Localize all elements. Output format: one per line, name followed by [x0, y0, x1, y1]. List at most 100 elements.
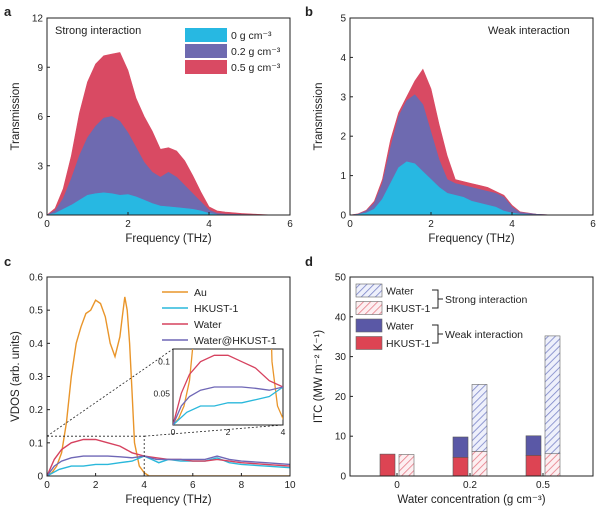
panel-d-legend-label: Water [386, 286, 414, 298]
panel-d-bar-weak-hkust [525, 455, 542, 477]
panel-c-inset-ytick-label: 0.1 [158, 357, 170, 367]
panel-c-legend-label: Au [194, 287, 207, 299]
panel-c-xtick-label: 4 [141, 480, 147, 491]
panel-d-bar-weak-water [525, 435, 542, 456]
panel-c-xtick-label: 2 [93, 480, 99, 491]
panel-a-ytick-label: 9 [37, 63, 43, 74]
panel-b-frame [349, 17, 594, 216]
panel-c-ytick-label: 0 [37, 472, 43, 483]
panel-a-xtick-label: 4 [206, 219, 212, 230]
panel-d-legend-swatch [355, 301, 383, 315]
panel-b-xtick-label: 6 [590, 219, 596, 230]
panel-d-legend-label: Water [386, 321, 414, 333]
panel-d-legend-label: HKUST-1 [386, 303, 431, 315]
panel-c-inset-lines [173, 349, 283, 425]
panel-c-xtick-label: 8 [239, 480, 245, 491]
panel-b-xtick-label: 4 [509, 219, 515, 230]
panel-c-ytick-label: 0.1 [29, 438, 43, 449]
panel-b-ytick-label: 4 [340, 53, 346, 64]
panel-b-xlabel: Frequency (THz) [428, 233, 514, 245]
panel-d-legend-bracket [432, 289, 443, 309]
panel-c-line-water [47, 438, 290, 476]
panel-d-xtick-label: 0.2 [463, 480, 477, 491]
panel-c-legend-label: Water@HKUST-1 [194, 335, 277, 347]
panel-c-chart: 0 2 4 6 8 10 0 0.1 0.2 0.3 0.4 0.5 0.6 Frequency (THz… [10, 273, 296, 507]
panel-c-ylabel: VDOS (arb. units) [10, 331, 22, 422]
panel-d-legend-group-label: Strong interaction [445, 294, 527, 306]
panel-c-xtick-label: 10 [284, 480, 296, 491]
panel-b-xtick-label: 2 [428, 219, 434, 230]
panel-b-ytick-label: 0 [340, 211, 346, 222]
panel-c-line-au [47, 296, 290, 476]
panel-a-legend-swatch [185, 60, 227, 74]
panel-d-chart: 0 0.2 0.5 0 10 20 30 40 50 Water concentration (g… [313, 273, 594, 506]
panel-c-ytick-label: 0.3 [29, 372, 43, 383]
panel-d-legend-swatch [355, 283, 383, 298]
panel-d-ytick-label: 20 [335, 392, 347, 403]
panel-a-legend-label: 0.2 g cm⁻³ [231, 46, 281, 58]
panel-b-annotation: Weak interaction [488, 25, 570, 37]
panel-d-ytick-label: 40 [335, 312, 347, 323]
panel-d-bar-strong-hkust [471, 451, 488, 477]
panel-c-xtick-label: 0 [44, 480, 50, 491]
panel-c-legend-label: HKUST-1 [194, 303, 239, 315]
panel-c-xtick-label: 6 [190, 480, 196, 491]
panel-c-line-water-hkust-1 [47, 455, 290, 476]
panel-d-bar-strong-hkust [544, 453, 561, 477]
panel-d-legend-bracket [432, 324, 443, 344]
panel-c-legend-label: Water [194, 319, 222, 331]
panel-c-zoom-connector [144, 424, 284, 437]
panel-c-inset-xtick-label: 2 [226, 427, 231, 437]
panel-c-xlabel: Frequency (THz) [125, 494, 211, 506]
panel-c-zoom-connector [46, 348, 174, 437]
panel-d-bar-strong-water [471, 384, 488, 452]
panel-a-chart: 0 2 4 6 0 3 6 9 12 Frequency (THz) Transmission 0 g… [10, 14, 293, 246]
panel-a-xtick-label: 0 [44, 219, 50, 230]
panel-a-xlabel: Frequency (THz) [125, 233, 211, 245]
panel-a-legend-swatch [185, 44, 227, 58]
panel-d-legend-label: HKUST-1 [386, 338, 431, 350]
panel-d-ytick-label: 10 [335, 432, 347, 443]
panel-c-zoom-box [46, 435, 145, 477]
panel-label-b: b [305, 4, 313, 19]
panel-label-c: c [4, 254, 11, 269]
panel-c-ytick-label: 0.5 [29, 306, 43, 317]
panel-c-line-hkust-1 [47, 455, 290, 476]
panel-d-bar-weak-hkust [379, 453, 396, 477]
panel-d-ytick-label: 30 [335, 352, 347, 363]
panel-a-area-1 [46, 116, 274, 216]
panel-a-legend-label: 0.5 g cm⁻³ [231, 62, 281, 74]
panel-c-inset-line-hkust-1 [173, 386, 283, 425]
panel-c-lines [47, 296, 290, 476]
panel-a-ytick-label: 12 [32, 14, 44, 25]
panel-a-legend-swatch [185, 28, 227, 42]
panel-d-ylabel: ITC (MW m⁻² K⁻¹) [313, 330, 325, 423]
panel-d-bar-strong-hkust [398, 454, 415, 477]
panel-d-bar-strong-water [544, 335, 561, 455]
panel-c-inset-xtick-label: 4 [281, 427, 286, 437]
panel-c-ytick-label: 0.2 [29, 405, 43, 416]
panel-d-legend-swatch [355, 336, 383, 350]
panel-d-ytick-label: 50 [335, 273, 347, 284]
panel-d-ytick-label: 0 [340, 472, 346, 483]
panel-b-xtick-label: 0 [347, 219, 353, 230]
panel-c-inset-line-water-hkust-1 [173, 386, 283, 425]
panel-a-ytick-label: 3 [37, 161, 43, 172]
panel-label-a: a [4, 4, 12, 19]
panel-d-xlabel: Water concentration (g cm⁻³) [397, 494, 545, 506]
panel-a-xtick-label: 2 [125, 219, 131, 230]
panel-d-legend-group-label: Weak interaction [445, 329, 523, 341]
panel-a-xtick-label: 6 [287, 219, 293, 230]
panel-b-ytick-label: 5 [340, 14, 346, 25]
panel-c-inset-ytick-label: 0.05 [153, 388, 170, 398]
panel-d-bar-weak-water [452, 436, 469, 458]
panel-d-bar-weak-hkust [452, 456, 469, 477]
panel-b-ytick-label: 3 [340, 92, 346, 103]
panel-b-ytick-label: 1 [340, 171, 346, 182]
panel-a-ytick-label: 0 [37, 211, 43, 222]
panel-c-ytick-label: 0.4 [29, 339, 43, 350]
panel-d-xtick-label: 0.5 [536, 480, 550, 491]
panel-label-d: d [305, 254, 313, 269]
panel-d-frame [349, 276, 594, 477]
